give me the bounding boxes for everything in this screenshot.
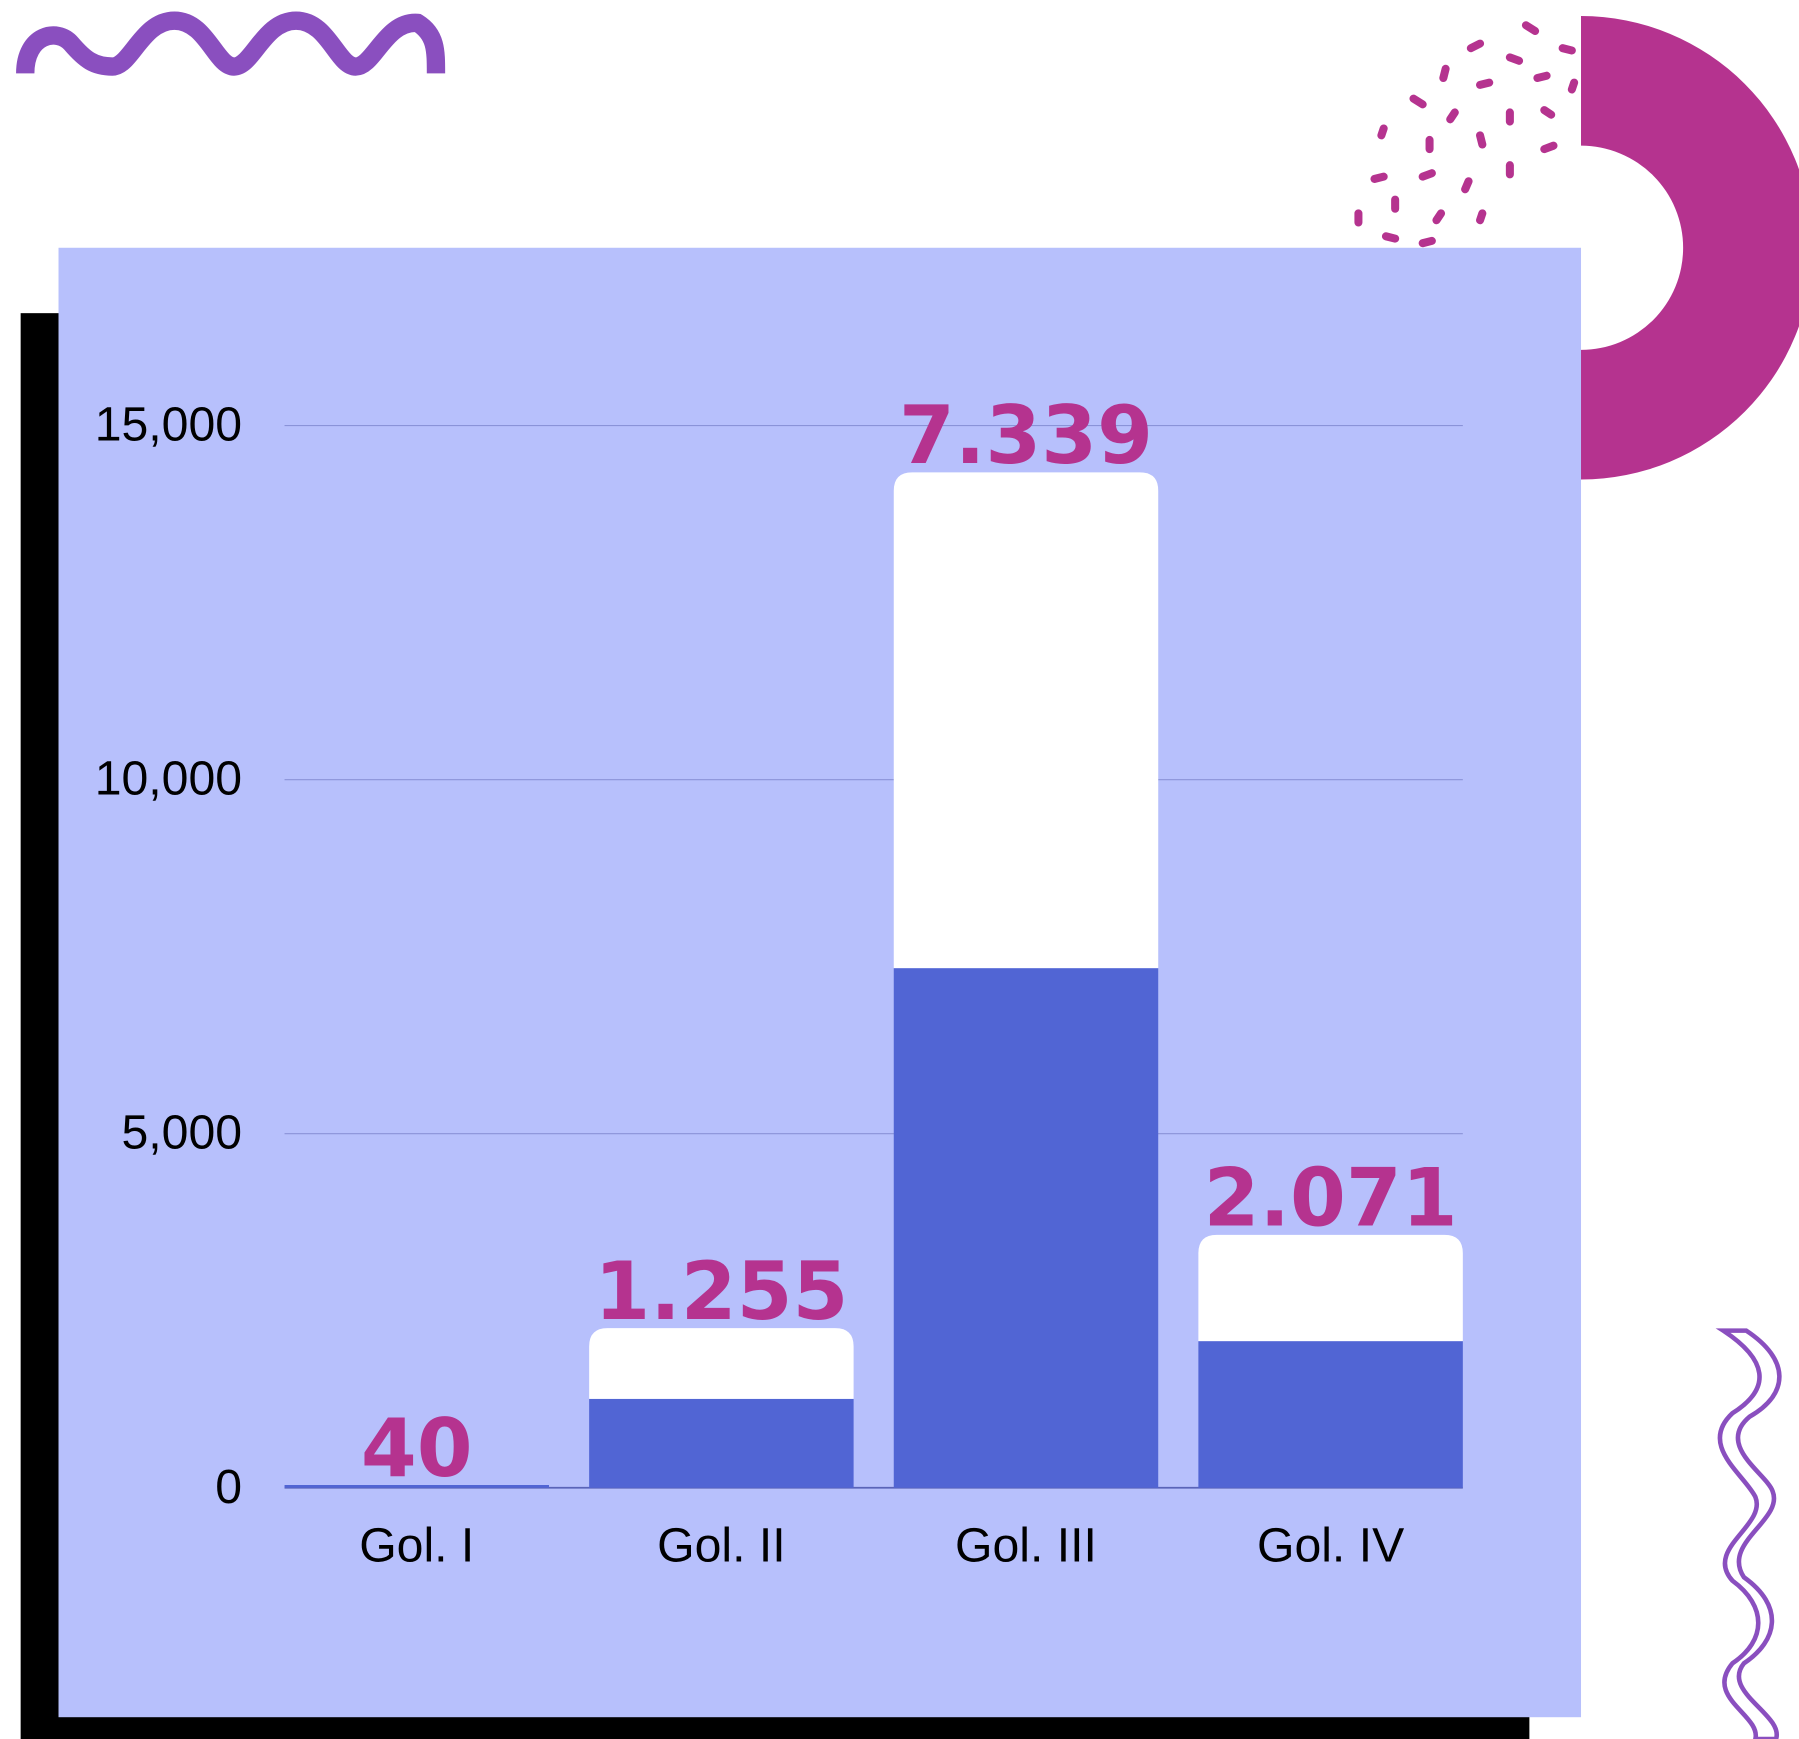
value-label: 2.071 [1204,1151,1458,1245]
bar-segment [589,1328,854,1399]
y-tick-label: 5,000 [122,1106,243,1160]
value-label: 7.339 [899,388,1153,482]
x-tick-label: Gol. II [657,1518,786,1572]
wave-decoration [16,11,446,76]
x-tick-label: Gol. IV [1257,1518,1404,1572]
x-tick-label: Gol. I [359,1518,474,1572]
y-tick-label: 0 [215,1460,242,1514]
plot: 0 5,000 10,000 15,000 Gol. I 40 Gol. II 1.255 Go… [95,388,1463,1572]
y-tick-label: 15,000 [95,398,242,452]
y-tick-label: 10,000 [95,752,242,806]
bar-segment [893,968,1159,1488]
bar-segment [284,1484,549,1488]
panel [58,247,1582,1718]
value-label: 40 [361,1401,473,1495]
ring-decoration [1581,16,1799,480]
x-tick-label: Gol. III [955,1518,1097,1572]
bar-segment [589,1398,854,1488]
dots-decoration [1354,21,1579,248]
bar-segment [893,472,1159,969]
value-label: 1.255 [594,1244,848,1338]
bar-segment [1198,1234,1463,1342]
bar-segment [1198,1341,1463,1488]
squiggle-decoration [1715,1328,1782,1739]
